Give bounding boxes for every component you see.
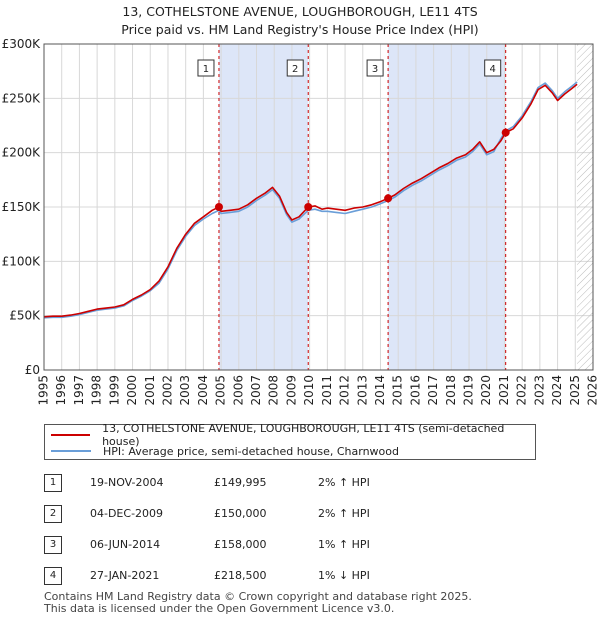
x-tick-label: 2007 [249, 375, 263, 406]
x-tick-label: 2024 [550, 375, 564, 406]
sale-date: 19-NOV-2004 [90, 476, 164, 489]
sale-number-badge: 1 [44, 474, 62, 492]
x-tick-label: 2010 [302, 375, 316, 406]
sale-point [384, 194, 393, 203]
x-tick-label: 2005 [214, 375, 228, 406]
x-tick-label: 2001 [143, 375, 157, 406]
sale-hpi-diff: 2% ↑ HPI [318, 476, 370, 489]
y-tick-label: £0 [25, 363, 40, 377]
x-tick-label: 2013 [355, 375, 369, 406]
y-tick-label: £150K [2, 200, 42, 214]
y-tick-label: £50K [9, 309, 41, 323]
sale-number-badge: 4 [44, 567, 62, 585]
legend-swatch-price [51, 434, 91, 436]
x-tick-label: 2018 [444, 375, 458, 406]
x-tick-label: 2012 [338, 375, 352, 406]
x-tick-label: 2002 [160, 375, 174, 406]
x-tick-label: 1998 [90, 375, 104, 406]
x-tick-label: 2009 [284, 375, 298, 406]
x-tick-label: 2020 [479, 375, 493, 406]
x-tick-label: 2019 [462, 375, 476, 406]
x-tick-label: 2025 [568, 375, 582, 406]
x-tick-label: 2003 [178, 375, 192, 406]
x-tick-label: 2008 [267, 375, 281, 406]
legend-item-price: 13, COTHELSTONE AVENUE, LOUGHBOROUGH, LE… [51, 422, 535, 448]
sale-point [304, 203, 313, 211]
x-tick-label: 2026 [586, 375, 600, 406]
plot-frame [43, 43, 594, 371]
series-line [43, 83, 578, 318]
legend-label-hpi: HPI: Average price, semi-detached house,… [103, 444, 399, 458]
legend-swatch-hpi [51, 450, 91, 452]
x-tick-label: 2017 [426, 375, 440, 406]
footer-copyright: Contains HM Land Registry data © Crown c… [44, 590, 472, 603]
sale-date: 04-DEC-2009 [90, 507, 164, 520]
price-chart: 1 2 3 4 £0 £50K £100K £150K £200K £250K £300K 1995… [2, 37, 600, 406]
x-tick-label: 2014 [373, 375, 387, 406]
x-tick-label: 2022 [515, 375, 529, 406]
x-tick-label: 2011 [320, 375, 334, 406]
y-tick-label: £250K [2, 91, 42, 105]
sale-point [214, 203, 223, 212]
sale-date: 27-JAN-2021 [90, 569, 160, 582]
sale-price: £158,000 [214, 538, 267, 551]
x-tick-label: 2016 [408, 375, 422, 406]
sale-hpi-diff: 2% ↑ HPI [318, 507, 370, 520]
chart-subtitle: Price paid vs. HM Land Registry's House … [121, 22, 479, 37]
sale-marker-label: 4 [490, 64, 496, 75]
sale-hpi-diff: 1% ↑ HPI [318, 538, 370, 551]
x-tick-label: 1999 [107, 375, 121, 406]
x-tick-label: 2004 [196, 375, 210, 406]
y-tick-label: £200K [2, 146, 42, 160]
sale-marker-label: 2 [292, 64, 298, 75]
x-tick-label: 1995 [37, 375, 51, 406]
chart-title: 13, COTHELSTONE AVENUE, LOUGHBOROUGH, LE… [122, 4, 478, 19]
legend: 13, COTHELSTONE AVENUE, LOUGHBOROUGH, LE… [44, 422, 536, 460]
sale-price: £218,500 [214, 569, 267, 582]
y-tick-label: £100K [2, 254, 42, 268]
sale-marker-box [197, 59, 215, 77]
series-line [43, 81, 578, 319]
sale-marker-box [366, 59, 384, 77]
sale-marker-label: 3 [372, 64, 378, 75]
x-tick-label: 2006 [231, 375, 245, 406]
y-tick-label: £300K [2, 37, 42, 51]
sale-marker-box [286, 59, 304, 77]
sale-price: £150,000 [214, 507, 267, 520]
sale-marker-label: 1 [203, 64, 209, 75]
x-tick-label: 2015 [391, 375, 405, 406]
x-tick-label: 2023 [532, 375, 546, 406]
sale-number-badge: 3 [44, 536, 62, 554]
sale-number-badge: 2 [44, 505, 62, 523]
sale-date: 06-JUN-2014 [90, 538, 161, 551]
x-tick-label: 1997 [72, 375, 86, 406]
sale-hpi-diff: 1% ↓ HPI [318, 569, 370, 582]
sale-point [501, 128, 510, 137]
footer-licence: This data is licensed under the Open Gov… [44, 602, 395, 615]
x-tick-label: 2021 [497, 375, 511, 406]
legend-item-hpi: HPI: Average price, semi-detached house,… [51, 443, 399, 459]
sale-marker-box [484, 59, 502, 77]
future-hatch-area [577, 44, 593, 370]
sale-price: £149,995 [214, 476, 267, 489]
legend-label-price: 13, COTHELSTONE AVENUE, LOUGHBOROUGH, LE… [102, 422, 505, 448]
x-tick-label: 2000 [125, 375, 139, 406]
x-tick-label: 1996 [54, 375, 68, 406]
